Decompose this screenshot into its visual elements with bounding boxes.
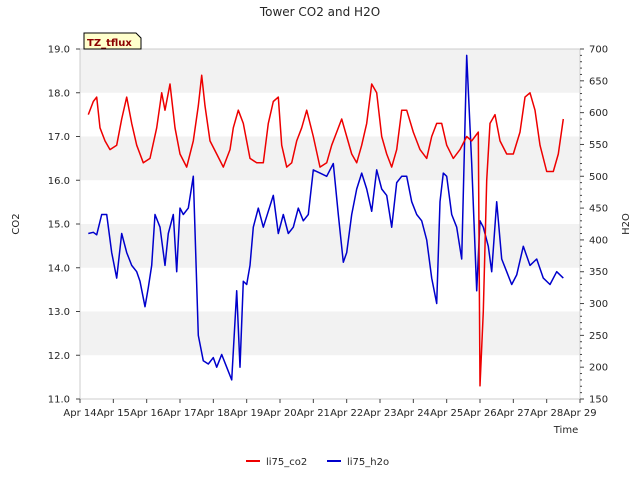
- grid-band: [80, 92, 580, 137]
- x-tick-label: Apr 28: [530, 408, 563, 419]
- series-line-li75_co2: [87, 74, 565, 387]
- legend-label-li75_h2o: li75_h2o: [347, 457, 389, 468]
- site-badge-label: TZ_tflux: [87, 38, 132, 49]
- right-axis-title: H2O: [621, 213, 632, 235]
- grid-band: [80, 355, 580, 399]
- site-badge-shape: [83, 32, 142, 50]
- left-y-tick-label: 19.0: [48, 45, 70, 56]
- series-layer: [87, 54, 565, 387]
- right-y-tick-label: 600: [589, 108, 608, 119]
- right-y-tick-label: 300: [589, 299, 608, 310]
- right-y-tick-label: 400: [589, 235, 608, 246]
- x-tick-label: Apr 25: [430, 408, 463, 419]
- right-y-tick-label: 700: [589, 45, 608, 56]
- left-y-tick-label: 13.0: [48, 307, 70, 318]
- x-tick-label: Apr 21: [297, 408, 330, 419]
- axes-layer: 11.0 12.0 13.0 14.0 15.0 16.0 17.0 18.0 19.0 150 2…: [48, 45, 608, 420]
- x-tick-label: Apr 26: [463, 408, 496, 419]
- right-y-tick-label: 650: [589, 76, 608, 87]
- left-axis-title: CO2: [11, 213, 22, 234]
- grid-band: [80, 224, 580, 268]
- series-line-li75_h2o: [88, 54, 564, 381]
- left-y-tick-label: 14.0: [48, 263, 70, 274]
- x-tick-label: Apr 29: [563, 408, 596, 419]
- right-y-tick-label: 250: [589, 331, 608, 342]
- chart-title: Tower CO2 and H2O: [259, 5, 380, 19]
- grid-band: [80, 136, 580, 181]
- right-y-tick-label: 200: [589, 363, 608, 374]
- left-y-tick-label: 17.0: [48, 132, 70, 143]
- right-y-tick-label: 150: [589, 395, 608, 406]
- x-tick-label: Apr 20: [263, 408, 296, 419]
- grid-band: [80, 311, 580, 356]
- grid-band: [80, 267, 580, 312]
- grid-bands: [80, 49, 580, 399]
- left-y-tick-label: 18.0: [48, 88, 70, 99]
- left-y-tick-label: 12.0: [48, 351, 70, 362]
- grid-band: [80, 49, 580, 93]
- x-tick-label: Apr 22: [330, 408, 363, 419]
- x-axis-title: Time: [553, 425, 578, 436]
- right-y-tick-label: 500: [589, 172, 608, 183]
- right-y-tick-label: 450: [589, 204, 608, 215]
- x-tick-label: Apr 16: [130, 408, 163, 419]
- x-tick-label: Apr 24: [397, 408, 430, 419]
- x-tick-label: Apr 23: [363, 408, 396, 419]
- right-y-tick-label: 550: [589, 140, 608, 151]
- left-y-tick-label: 15.0: [48, 220, 70, 231]
- site-badge: TZ_tflux: [83, 32, 142, 50]
- legend: li75_co2 li75_h2o: [246, 457, 389, 468]
- x-tick-label: Apr 27: [497, 408, 530, 419]
- right-y-tick-label: 350: [589, 267, 608, 278]
- x-tick-label: Apr 14: [63, 408, 96, 419]
- x-tick-label: Apr 15: [97, 408, 130, 419]
- left-y-tick-label: 11.0: [48, 395, 70, 406]
- x-tick-label: Apr 18: [197, 408, 230, 419]
- x-tick-label: Apr 17: [163, 408, 196, 419]
- x-tick-label: Apr 19: [230, 408, 263, 419]
- left-y-tick-label: 16.0: [48, 176, 70, 187]
- legend-label-li75_co2: li75_co2: [266, 457, 307, 468]
